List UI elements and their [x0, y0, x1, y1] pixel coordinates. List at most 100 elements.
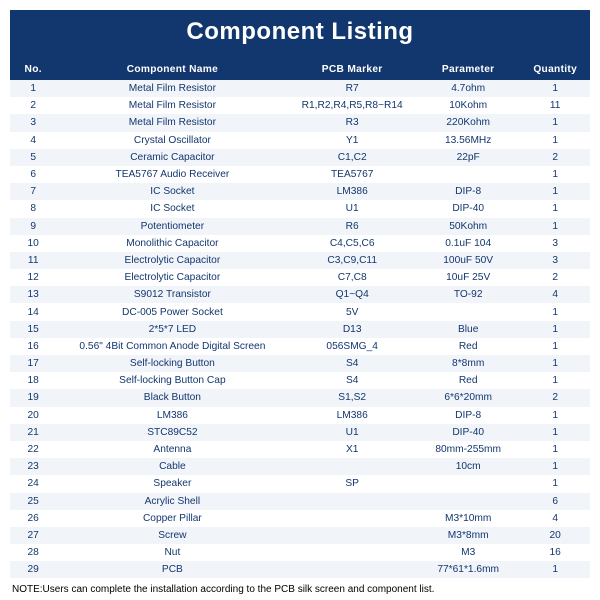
- cell-quantity: 1: [520, 303, 590, 320]
- cell-pcb-marker: S1,S2: [288, 389, 416, 406]
- cell-no: 28: [10, 544, 56, 561]
- cell-quantity: 1: [520, 407, 590, 424]
- cell-component-name: DC-005 Power Socket: [56, 303, 288, 320]
- cell-parameter: 10uF 25V: [416, 269, 520, 286]
- table-row: 26Copper PillarM3*10mm4: [10, 510, 590, 527]
- cell-component-name: 0.56" 4Bit Common Anode Digital Screen: [56, 338, 288, 355]
- cell-component-name: Metal Film Resistor: [56, 97, 288, 114]
- cell-pcb-marker: C1,C2: [288, 149, 416, 166]
- cell-quantity: 11: [520, 97, 590, 114]
- table-row: 9PotentiometerR650Kohm1: [10, 218, 590, 235]
- cell-parameter: 100uF 50V: [416, 252, 520, 269]
- cell-no: 6: [10, 166, 56, 183]
- cell-component-name: Acrylic Shell: [56, 493, 288, 510]
- cell-component-name: TEA5767 Audio Receiver: [56, 166, 288, 183]
- cell-component-name: Crystal Oscillator: [56, 132, 288, 149]
- table-row: 3Metal Film ResistorR3220Kohm1: [10, 114, 590, 131]
- cell-parameter: DIP-8: [416, 407, 520, 424]
- cell-no: 3: [10, 114, 56, 131]
- cell-component-name: Monolithic Capacitor: [56, 235, 288, 252]
- table-row: 8IC SocketU1DIP-401: [10, 200, 590, 217]
- cell-quantity: 1: [520, 80, 590, 97]
- cell-pcb-marker: Q1~Q4: [288, 286, 416, 303]
- cell-no: 19: [10, 389, 56, 406]
- cell-quantity: 1: [520, 321, 590, 338]
- cell-pcb-marker: [288, 544, 416, 561]
- cell-pcb-marker: S4: [288, 355, 416, 372]
- cell-quantity: 1: [520, 458, 590, 475]
- cell-no: 20: [10, 407, 56, 424]
- cell-component-name: Speaker: [56, 475, 288, 492]
- cell-component-name: Antenna: [56, 441, 288, 458]
- cell-component-name: Metal Film Resistor: [56, 80, 288, 97]
- table-row: 5Ceramic CapacitorC1,C222pF2: [10, 149, 590, 166]
- table-body: 1Metal Film ResistorR74.7ohm12Metal Film…: [10, 80, 590, 578]
- cell-quantity: 1: [520, 200, 590, 217]
- cell-parameter: [416, 493, 520, 510]
- table-row: 24SpeakerSP1: [10, 475, 590, 492]
- table-row: 152*5*7 LEDD13Blue1: [10, 321, 590, 338]
- panel-header: Component Listing: [10, 10, 590, 58]
- cell-component-name: PCB: [56, 561, 288, 578]
- cell-parameter: DIP-40: [416, 200, 520, 217]
- cell-parameter: 22pF: [416, 149, 520, 166]
- cell-parameter: 50Kohm: [416, 218, 520, 235]
- cell-pcb-marker: [288, 458, 416, 475]
- cell-component-name: STC89C52: [56, 424, 288, 441]
- cell-parameter: Blue: [416, 321, 520, 338]
- cell-parameter: 10cm: [416, 458, 520, 475]
- footer-note: NOTE:Users can complete the installation…: [10, 578, 590, 595]
- cell-pcb-marker: LM386: [288, 183, 416, 200]
- table-row: 4Crystal OscillatorY113.56MHz1: [10, 132, 590, 149]
- cell-pcb-marker: [288, 527, 416, 544]
- cell-no: 26: [10, 510, 56, 527]
- table-row: 28NutM316: [10, 544, 590, 561]
- component-table: No.Component NamePCB MarkerParameterQuan…: [10, 58, 590, 578]
- cell-component-name: Black Button: [56, 389, 288, 406]
- cell-quantity: 1: [520, 441, 590, 458]
- cell-quantity: 1: [520, 372, 590, 389]
- col-header-no: No.: [10, 58, 56, 80]
- cell-quantity: 1: [520, 114, 590, 131]
- table-row: 7IC SocketLM386DIP-81: [10, 183, 590, 200]
- table-row: 160.56" 4Bit Common Anode Digital Screen…: [10, 338, 590, 355]
- table-row: 27ScrewM3*8mm20: [10, 527, 590, 544]
- table-row: 2Metal Film ResistorR1,R2,R4,R5,R8~R1410…: [10, 97, 590, 114]
- cell-parameter: 13.56MHz: [416, 132, 520, 149]
- cell-pcb-marker: R7: [288, 80, 416, 97]
- cell-no: 12: [10, 269, 56, 286]
- cell-pcb-marker: 5V: [288, 303, 416, 320]
- cell-pcb-marker: R6: [288, 218, 416, 235]
- cell-quantity: 1: [520, 338, 590, 355]
- cell-quantity: 2: [520, 269, 590, 286]
- cell-component-name: Cable: [56, 458, 288, 475]
- cell-no: 23: [10, 458, 56, 475]
- cell-parameter: TO-92: [416, 286, 520, 303]
- cell-quantity: 3: [520, 235, 590, 252]
- cell-pcb-marker: U1: [288, 200, 416, 217]
- cell-component-name: IC Socket: [56, 200, 288, 217]
- cell-quantity: 1: [520, 166, 590, 183]
- cell-quantity: 1: [520, 561, 590, 578]
- cell-parameter: 77*61*1.6mm: [416, 561, 520, 578]
- cell-component-name: Ceramic Capacitor: [56, 149, 288, 166]
- cell-parameter: DIP-8: [416, 183, 520, 200]
- cell-parameter: [416, 166, 520, 183]
- table-header: No.Component NamePCB MarkerParameterQuan…: [10, 58, 590, 80]
- cell-pcb-marker: SP: [288, 475, 416, 492]
- cell-pcb-marker: Y1: [288, 132, 416, 149]
- table-row: 21STC89C52U1DIP-401: [10, 424, 590, 441]
- cell-parameter: Red: [416, 338, 520, 355]
- cell-component-name: IC Socket: [56, 183, 288, 200]
- cell-quantity: 3: [520, 252, 590, 269]
- cell-pcb-marker: TEA5767: [288, 166, 416, 183]
- cell-parameter: 8*8mm: [416, 355, 520, 372]
- table-row: 22AntennaX180mm-255mm1: [10, 441, 590, 458]
- cell-no: 10: [10, 235, 56, 252]
- table-row: 14DC-005 Power Socket5V1: [10, 303, 590, 320]
- cell-no: 18: [10, 372, 56, 389]
- cell-no: 11: [10, 252, 56, 269]
- cell-component-name: Electrolytic Capacitor: [56, 252, 288, 269]
- cell-parameter: 80mm-255mm: [416, 441, 520, 458]
- cell-pcb-marker: R1,R2,R4,R5,R8~R14: [288, 97, 416, 114]
